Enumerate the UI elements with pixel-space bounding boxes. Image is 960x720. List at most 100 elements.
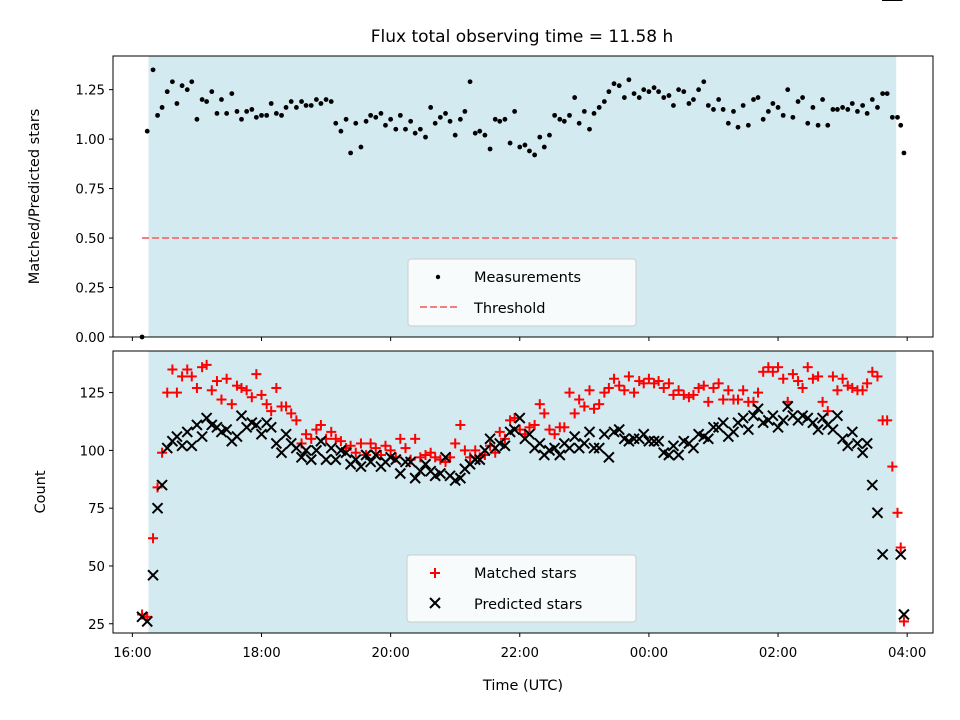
predicted-point xyxy=(200,412,213,424)
x-stroke xyxy=(474,453,486,466)
measurement-point xyxy=(487,146,493,152)
y-tick-label: 50 xyxy=(88,560,105,575)
measurement-point xyxy=(572,95,578,100)
measurement-point xyxy=(194,116,200,122)
matched-point xyxy=(450,438,461,449)
x-stroke xyxy=(454,472,467,484)
legend-threshold-label: Threshold xyxy=(473,301,545,317)
predicted-point xyxy=(360,449,372,461)
predicted-point xyxy=(171,430,183,443)
x-tick-label: 18:00 xyxy=(242,646,280,661)
matched-point xyxy=(807,373,818,384)
measurement-point xyxy=(611,81,617,87)
measurement-point xyxy=(512,109,518,114)
matched-point xyxy=(603,382,614,393)
measurement-point xyxy=(711,107,716,112)
x-stroke xyxy=(320,453,332,466)
x-stroke xyxy=(514,412,526,424)
y-tick-label: 0.25 xyxy=(75,282,105,297)
legend-measurements-marker xyxy=(435,274,441,280)
measurement-point xyxy=(507,140,513,146)
x-stroke xyxy=(235,410,248,422)
predicted-point xyxy=(265,421,277,433)
matched-point xyxy=(455,419,466,430)
predicted-point xyxy=(295,451,308,464)
x-stroke xyxy=(355,460,367,473)
x-stroke xyxy=(836,433,849,445)
x-stroke xyxy=(827,423,839,436)
measurement-point xyxy=(348,150,354,156)
predicted-point xyxy=(836,433,849,445)
matched-point xyxy=(753,387,764,398)
matched-point xyxy=(579,401,590,412)
matched-point xyxy=(738,385,749,396)
matched-point xyxy=(395,433,406,444)
measurement-point xyxy=(368,112,374,118)
measurement-point xyxy=(869,97,875,102)
matched-point xyxy=(420,450,431,461)
measurement-point xyxy=(378,110,384,116)
measurement-point xyxy=(279,112,284,118)
matched-point xyxy=(892,507,903,518)
matched-point xyxy=(380,440,391,451)
x-stroke xyxy=(583,426,596,438)
measurement-point xyxy=(596,105,602,110)
matched-point xyxy=(231,380,242,391)
predicted-point xyxy=(280,428,292,440)
predicted-point xyxy=(479,444,491,457)
matched-point xyxy=(693,382,704,393)
measurement-point xyxy=(805,120,811,126)
legend-predicted-label: Predicted stars xyxy=(474,597,582,613)
measurement-point xyxy=(587,126,592,132)
measurement-point xyxy=(403,126,408,132)
predicted-point xyxy=(707,421,720,433)
x-stroke xyxy=(895,548,907,561)
predicted-point xyxy=(320,453,332,466)
predicted-point xyxy=(355,460,367,473)
matched-point xyxy=(837,373,848,384)
x-stroke xyxy=(191,419,203,431)
x-stroke xyxy=(414,465,427,477)
predicted-point xyxy=(856,446,869,459)
measurement-point xyxy=(155,112,160,118)
x-stroke xyxy=(295,451,308,464)
measurement-point xyxy=(323,97,329,102)
predicted-point xyxy=(340,446,352,459)
measurement-point xyxy=(621,95,627,100)
measurement-point xyxy=(696,87,702,93)
matched-point xyxy=(534,399,545,410)
measurement-point xyxy=(204,99,210,104)
x-stroke xyxy=(523,428,536,440)
matched-point xyxy=(236,382,247,393)
measurement-point xyxy=(164,89,170,95)
legend-plus-glyph xyxy=(430,568,440,578)
x-tick-label: 04:00 xyxy=(888,646,926,661)
ratio-x-ticks xyxy=(131,337,908,341)
predicted-point xyxy=(454,472,467,484)
measurement-point xyxy=(760,116,766,122)
predicted-point xyxy=(409,472,421,484)
ratio-plot-frame xyxy=(112,55,934,338)
ratio-y-axis: 0.00 0.25 0.50 0.75 1.00 1.25 xyxy=(75,84,113,346)
predicted-point xyxy=(469,453,481,466)
measurement-point xyxy=(224,110,230,116)
predicted-point xyxy=(663,449,675,461)
x-stroke xyxy=(484,433,496,445)
measurement-point xyxy=(755,95,761,100)
predicted-stars-series xyxy=(136,0,910,628)
matched-point xyxy=(718,394,729,405)
x-stroke xyxy=(275,446,288,459)
y-tick-label: 1.25 xyxy=(75,84,105,99)
measurement-point xyxy=(333,120,339,126)
x-stroke xyxy=(707,421,720,433)
ratio-legend-box xyxy=(407,258,637,327)
ratio-panel: 0.00 0.25 0.50 0.75 1.00 1.25 Matched/Predict… xyxy=(27,55,934,346)
matched-point xyxy=(797,382,808,393)
legend-predicted-marker xyxy=(429,597,441,609)
time-x-axis: 16:00 18:00 20:00 22:00 00:00 02:00 04:00 xyxy=(113,633,926,661)
matched-point xyxy=(306,433,317,444)
matched-point xyxy=(524,422,535,433)
predicted-point xyxy=(742,423,755,436)
matched-point xyxy=(673,385,684,396)
predicted-point xyxy=(777,414,789,427)
